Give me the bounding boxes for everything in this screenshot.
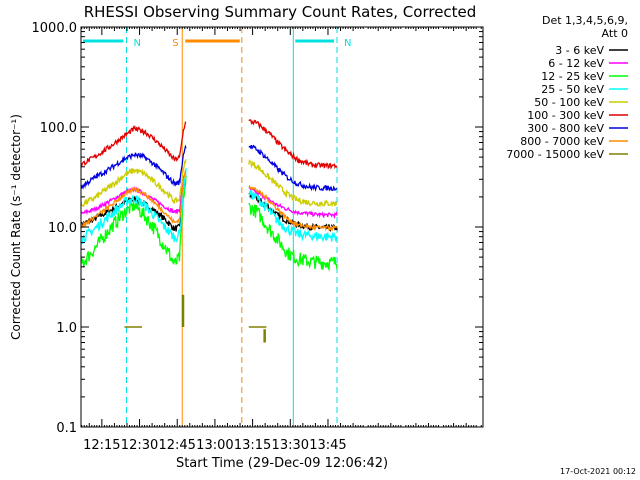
series-5-line-after-gap (248, 119, 338, 170)
series-6 (80, 144, 338, 192)
y-tick-label-3: 1.0 (56, 321, 77, 336)
series-8-spike-0 (181, 294, 185, 327)
chart-title: RHESSI Observing Summary Count Rates, Co… (84, 3, 477, 21)
x-axis-label: Start Time (29-Dec-09 12:06:42) (176, 456, 388, 471)
series-5 (80, 119, 338, 170)
series-6-line-before-gap (80, 144, 187, 190)
legend-label-3: 25 - 50 keV (541, 83, 604, 96)
x-tick-label-4: 13:15 (234, 438, 271, 453)
x-tick-label-2: 12:45 (158, 438, 195, 453)
series-3-line-after-gap (248, 189, 338, 243)
interval-label-s-2: S (172, 38, 178, 49)
plot-series (80, 119, 338, 343)
y-axis-label: Corrected Count Rate (s⁻¹ detector⁻¹) (9, 114, 23, 340)
x-tick-label-0: 12:15 (83, 438, 120, 453)
series-4-line-after-gap (248, 159, 338, 208)
legend-header-line-1: Att 0 (602, 27, 628, 40)
series-8-spike-1 (263, 329, 266, 343)
y-tick-label-0: 1000.0 (32, 21, 78, 36)
series-5-line-before-gap (80, 121, 187, 167)
series-4 (80, 159, 338, 208)
legend-label-4: 50 - 100 keV (534, 96, 604, 109)
series-3 (80, 168, 338, 245)
series-8 (124, 294, 267, 343)
x-tick-label-1: 12:30 (121, 438, 158, 453)
legend-label-8: 7000 - 15000 keV (506, 148, 604, 161)
legend-label-0: 3 - 6 keV (555, 44, 604, 57)
series-1-line-after-gap (248, 186, 338, 220)
series-2-line-after-gap (248, 202, 338, 272)
interval-label-n-0: N (133, 38, 140, 49)
series-6-line-after-gap (248, 144, 338, 192)
x-tick-label-3: 13:00 (196, 438, 233, 453)
x-tick-label-5: 13:30 (272, 438, 309, 453)
x-tick-label-6: 13:45 (309, 438, 346, 453)
legend-label-7: 800 - 7000 keV (520, 135, 604, 148)
series-7-line-before-gap (80, 169, 187, 229)
y-tick-label-4: 0.1 (56, 421, 77, 436)
legend-label-1: 6 - 12 keV (548, 57, 604, 70)
y-tick-label-2: 10.0 (48, 221, 77, 236)
legend-label-2: 12 - 25 keV (541, 70, 604, 83)
plot-axes: 1000.0 100.0 10.0 1.0 0.1 12:15 12:30 12:45 13:0… (32, 21, 483, 453)
series-3-line-before-gap (80, 168, 187, 245)
series-7 (80, 169, 338, 232)
legend-label-5: 100 - 300 keV (527, 109, 604, 122)
series-7-line-after-gap (248, 185, 338, 232)
y-tick-label-1: 100.0 (40, 121, 77, 136)
legend-header-line-0: Det 1,3,4,5,6,9, (542, 14, 628, 27)
legend-label-6: 300 - 800 keV (527, 122, 604, 135)
series-4-line-before-gap (80, 159, 187, 208)
footer-timestamp: 17-Oct-2021 00:12 (560, 467, 636, 476)
interval-label-n-1: N (344, 38, 351, 49)
